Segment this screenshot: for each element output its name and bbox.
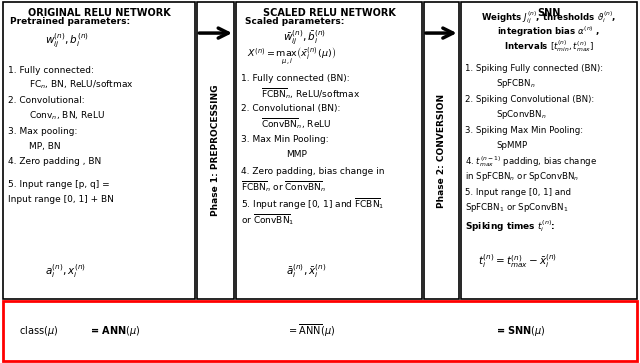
Text: MP, BN: MP, BN [29,142,60,151]
Text: SNN: SNN [537,8,561,18]
Text: 2. Convolutional:: 2. Convolutional: [8,96,85,105]
Bar [3,2,195,299]
Text: 5. Input range [0, 1] and $\overline{\mathrm{FCBN}}_1$: 5. Input range [0, 1] and $\overline{\ma… [241,197,385,212]
Text: integration bias $\alpha^{(n)}$ ,: integration bias $\alpha^{(n)}$ , [497,24,600,39]
Text: 2. Spiking Convolutional (BN):: 2. Spiking Convolutional (BN): [465,95,595,104]
Bar [461,2,637,299]
Text: $\bar{a}_i^{(n)}, \bar{x}_i^{(n)}$: $\bar{a}_i^{(n)}, \bar{x}_i^{(n)}$ [285,262,326,280]
Text: Pretrained parameters:: Pretrained parameters: [10,17,130,26]
Text: 4. $t_{max}^{(n-1)}$ padding, bias change: 4. $t_{max}^{(n-1)}$ padding, bias chang… [465,155,598,170]
Text: 3. Spiking Max Min Pooling:: 3. Spiking Max Min Pooling: [465,126,584,135]
Text: SpMMP: SpMMP [496,141,527,150]
Text: SpFCBN$_n$: SpFCBN$_n$ [496,77,536,90]
Text: SpFCBN$_1$ or SpConvBN$_1$: SpFCBN$_1$ or SpConvBN$_1$ [465,201,569,214]
Text: 2. Convolutional (BN):: 2. Convolutional (BN): [241,105,340,114]
Text: Spiking times $t_i^{(n)}$:: Spiking times $t_i^{(n)}$: [465,219,556,234]
Text: Input range [0, 1] + BN: Input range [0, 1] + BN [8,195,114,204]
Text: 4. Zero padding , BN: 4. Zero padding , BN [8,158,102,167]
Text: $a_i^{(n)}, x_i^{(n)}$: $a_i^{(n)}, x_i^{(n)}$ [45,262,86,280]
Text: class$(\mu)$: class$(\mu)$ [19,324,58,338]
Text: $\bar{w}_{ij}^{(n)}, \bar{b}_i^{(n)}$: $\bar{w}_{ij}^{(n)}, \bar{b}_i^{(n)}$ [283,29,325,48]
Text: 5. Input range [p, q] =: 5. Input range [p, q] = [8,180,110,189]
Text: FC$_n$, BN, ReLU/softmax: FC$_n$, BN, ReLU/softmax [29,79,134,91]
Text: Phase 2: CONVERSION: Phase 2: CONVERSION [436,94,446,208]
Text: 1. Spiking Fully connected (BN):: 1. Spiking Fully connected (BN): [465,64,604,73]
Text: = SNN$(\mu)$: = SNN$(\mu)$ [496,324,546,338]
Text: $t_i^{(n)} = t_{max}^{(n)} - \bar{x}_i^{(n)}$: $t_i^{(n)} = t_{max}^{(n)} - \bar{x}_i^{… [479,252,557,270]
Text: $\overline{\mathrm{ConvBN}}_n$, ReLU: $\overline{\mathrm{ConvBN}}_n$, ReLU [261,117,332,131]
Bar [3,301,637,361]
Text: 3. Max Min Pooling:: 3. Max Min Pooling: [241,135,329,144]
Text: 3. Max pooling:: 3. Max pooling: [8,127,77,136]
Text: $\overline{\mathrm{FCBN}}_n$, ReLU/softmax: $\overline{\mathrm{FCBN}}_n$, ReLU/softm… [261,86,360,101]
Text: 1. Fully connected (BN):: 1. Fully connected (BN): [241,74,349,83]
Text: Conv$_n$, BN, ReLU: Conv$_n$, BN, ReLU [29,109,105,122]
Bar [236,2,422,299]
Text: Intervals $[t_{min}^{(n)}, t_{max}^{(n)}]$: Intervals $[t_{min}^{(n)}, t_{max}^{(n)}… [504,38,594,54]
Text: Scaled parameters:: Scaled parameters: [246,17,345,26]
Text: $w_{ij}^{(n)}, b_i^{(n)}$: $w_{ij}^{(n)}, b_i^{(n)}$ [45,31,89,50]
Bar [197,2,234,299]
Text: 5. Input range [0, 1] and: 5. Input range [0, 1] and [465,188,572,197]
Text: $\overline{\mathrm{FCBN}}_n$ or $\overline{\mathrm{ConvBN}}_n$: $\overline{\mathrm{FCBN}}_n$ or $\overli… [241,180,326,194]
Text: or $\overline{\mathrm{ConvBN}}_1$: or $\overline{\mathrm{ConvBN}}_1$ [241,212,294,227]
Bar [424,2,459,299]
Text: in SpFCBN$_n$ or SpConvBN$_n$: in SpFCBN$_n$ or SpConvBN$_n$ [465,170,580,183]
Text: $X^{(n)} = \max_{\mu,i}\left(\bar{x}_i^{(n)}(\mu)\right)$: $X^{(n)} = \max_{\mu,i}\left(\bar{x}_i^{… [247,45,337,66]
Text: Weights $J_{ij}^{(n)}$, thresholds $\vartheta_i^{(n)}$,: Weights $J_{ij}^{(n)}$, thresholds $\var… [481,10,616,26]
Text: SpConvBN$_n$: SpConvBN$_n$ [496,108,547,121]
Text: MMP: MMP [285,150,307,159]
Text: ORIGINAL RELU NETWORK: ORIGINAL RELU NETWORK [28,8,171,18]
Text: 4. Zero padding, bias change in: 4. Zero padding, bias change in [241,167,385,176]
Text: 1. Fully connected:: 1. Fully connected: [8,66,94,75]
Text: Phase 1: PREPROCESSING: Phase 1: PREPROCESSING [211,85,220,216]
Text: $= \overline{\mathrm{ANN}}(\mu)$: $= \overline{\mathrm{ANN}}(\mu)$ [287,323,335,339]
Text: = ANN$(\mu)$: = ANN$(\mu)$ [90,324,140,338]
Text: SCALED RELU NETWORK: SCALED RELU NETWORK [262,8,396,18]
